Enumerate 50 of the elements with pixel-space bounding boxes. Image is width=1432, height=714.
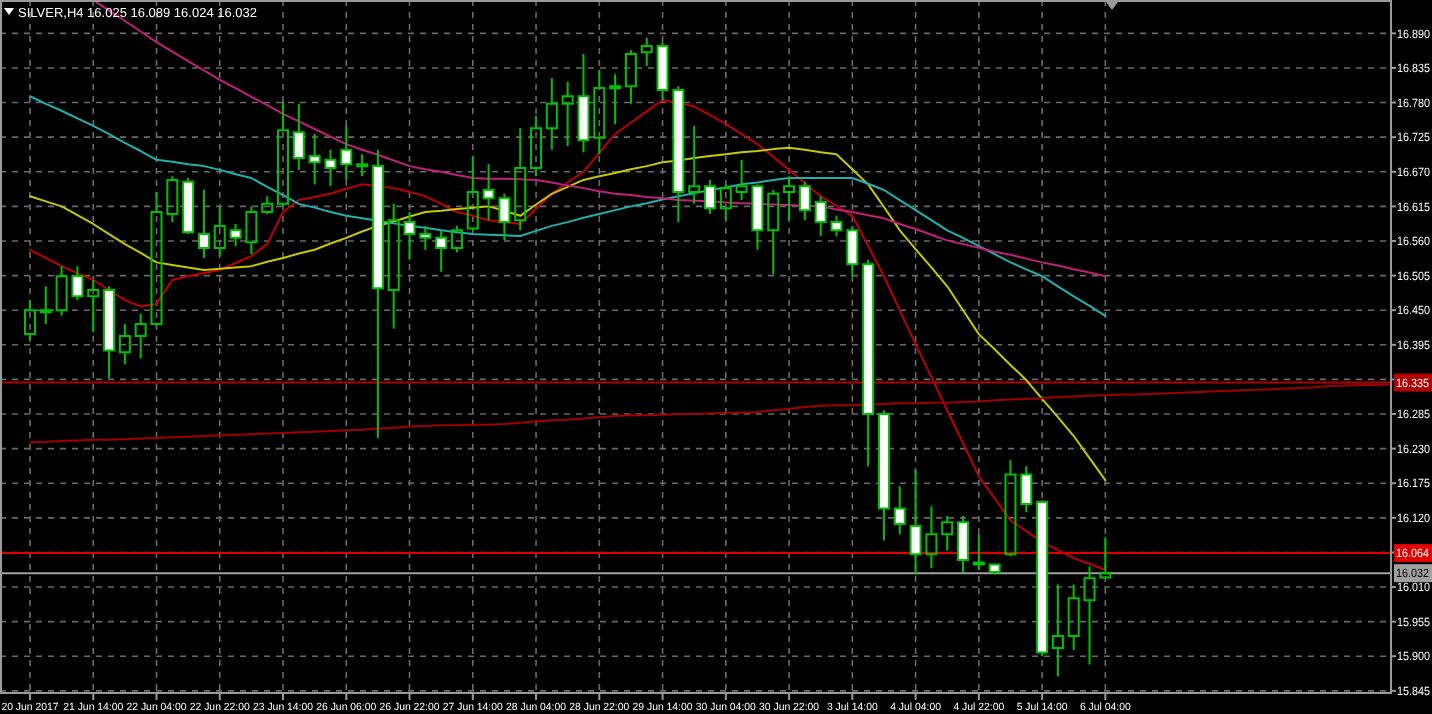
candlestick	[1004, 458, 1017, 558]
candlestick	[356, 153, 369, 178]
candlestick	[767, 189, 780, 276]
candlestick	[1067, 583, 1080, 651]
candlestick	[624, 49, 637, 105]
candlestick	[103, 285, 116, 380]
candlestick	[941, 514, 954, 552]
candlestick	[814, 195, 827, 237]
candlestick	[783, 175, 796, 222]
candlestick	[292, 102, 305, 171]
line-series	[29, 95, 1107, 317]
candlestick	[545, 77, 558, 151]
candlestick	[371, 148, 384, 439]
candlestick	[134, 312, 147, 360]
candlestick	[387, 202, 400, 330]
candlestick	[688, 124, 701, 205]
candlestick	[213, 205, 226, 258]
candlestick	[530, 114, 543, 178]
candlestick	[277, 100, 290, 208]
candlestick	[798, 180, 811, 222]
candlestick	[988, 563, 1001, 576]
candlestick	[24, 299, 36, 342]
candlestick	[466, 155, 479, 232]
candlestick	[640, 36, 653, 68]
candlestick	[593, 68, 606, 156]
candlestick	[609, 73, 622, 125]
candlestick	[435, 229, 448, 273]
candlestick	[118, 323, 131, 366]
candlestick	[87, 278, 100, 334]
candlestick	[1051, 583, 1064, 678]
candlestick	[704, 178, 716, 215]
candlestick	[514, 127, 527, 232]
candlestick	[450, 224, 463, 254]
candlestick	[957, 514, 970, 573]
candlestick	[877, 409, 890, 542]
candlestick	[182, 177, 195, 236]
candlestick	[972, 533, 985, 572]
line-series	[29, 146, 1107, 482]
candlestick	[893, 485, 906, 536]
line-series	[92, 0, 1107, 278]
line-series	[29, 99, 1107, 572]
candlestick	[862, 258, 875, 468]
line-series	[29, 383, 1391, 444]
candlestick	[719, 183, 732, 222]
candlestick	[261, 195, 274, 215]
candlestick	[340, 124, 353, 181]
candlestick	[197, 189, 210, 259]
candlestick	[1036, 499, 1049, 658]
candlestick	[39, 285, 52, 326]
candlestick	[1020, 465, 1033, 514]
